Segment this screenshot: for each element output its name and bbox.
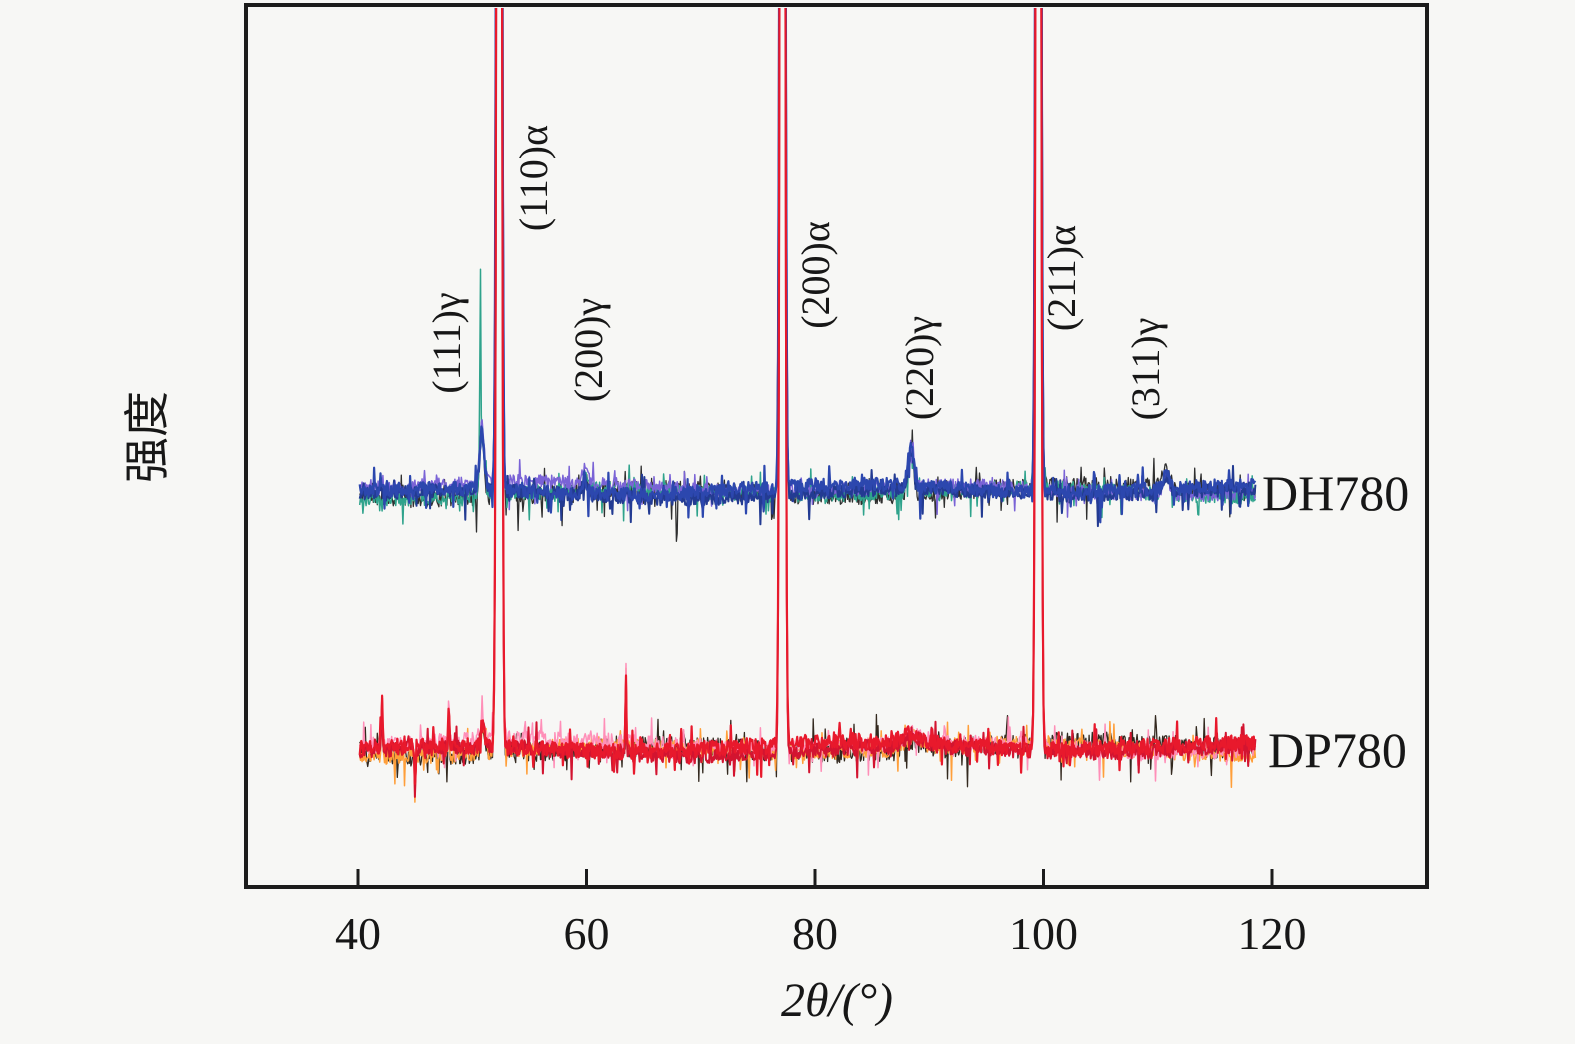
xrd-trace-line bbox=[358, 8, 1257, 785]
peak-annotation: (200)γ bbox=[566, 298, 611, 402]
peak-annotation: (220)γ bbox=[897, 316, 942, 420]
plot-frame bbox=[244, 3, 1429, 889]
peak-annotations: (111)γ (110)α (200)γ (200)α (220)γ (211)α (311… bbox=[424, 125, 1168, 421]
y-axis-title: 强度 bbox=[122, 391, 173, 483]
peak-annotation: (211)α bbox=[1039, 225, 1084, 331]
peak-annotation: (311)γ bbox=[1123, 318, 1168, 421]
x-axis: 40 60 80 100 120 bbox=[335, 869, 1307, 959]
x-tick-label: 60 bbox=[564, 908, 610, 959]
x-tick-label: 100 bbox=[1009, 908, 1078, 959]
series-label-dh780: DH780 bbox=[1262, 465, 1409, 521]
peak-annotation: (111)γ bbox=[424, 292, 469, 393]
x-tick-label: 80 bbox=[792, 908, 838, 959]
xrd-trace-line bbox=[358, 8, 1257, 524]
series-label-dp780: DP780 bbox=[1268, 722, 1407, 778]
x-tick-label: 40 bbox=[335, 908, 381, 959]
trace-layer bbox=[358, 8, 1257, 803]
peak-annotation: (200)α bbox=[793, 221, 838, 329]
series-labels: DH780 DP780 bbox=[1262, 465, 1409, 778]
x-tick-label: 120 bbox=[1238, 908, 1307, 959]
x-axis-title: 2θ/(°) bbox=[781, 974, 893, 1027]
peak-annotation: (110)α bbox=[511, 125, 556, 231]
